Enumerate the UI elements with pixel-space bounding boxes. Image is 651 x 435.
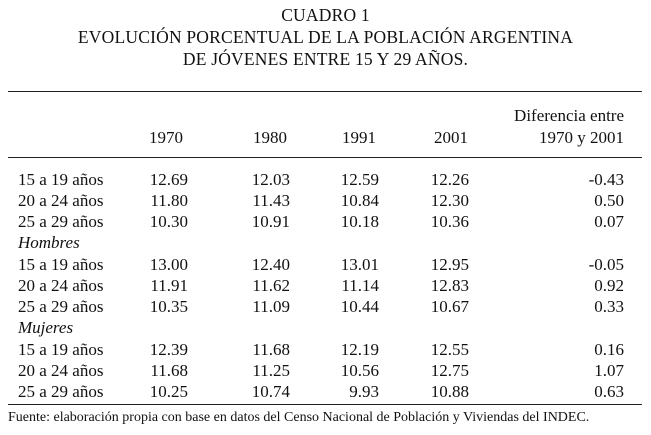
bottom-rule	[8, 404, 642, 405]
cell-1980: 11.09	[252, 297, 290, 316]
group-label-hombres: Hombres	[18, 233, 80, 252]
cell-2001: 10.88	[430, 382, 469, 401]
top-rule	[8, 91, 642, 92]
cell-diff: 0.50	[594, 191, 624, 210]
column-header-1980: 1980	[253, 128, 287, 147]
column-header-diff-line-1: Diferencia entre	[514, 106, 624, 125]
cell-1980: 12.03	[251, 170, 290, 189]
table-row: 15 a 19 años 12.39 11.68 12.19 12.55 0.1…	[0, 340, 651, 361]
cell-diff: 0.92	[594, 276, 624, 295]
cell-2001: 12.75	[430, 361, 469, 380]
cell-2001: 10.67	[430, 297, 469, 316]
cell-1991: 10.18	[340, 212, 379, 231]
cell-2001: 12.30	[430, 191, 469, 210]
cell-diff: 0.63	[594, 382, 624, 401]
cell-1980: 11.62	[252, 276, 290, 295]
cell-1970: 11.91	[150, 276, 188, 295]
column-header-diff-line-2: 1970 y 2001	[539, 128, 624, 147]
cell-1970: 12.69	[149, 170, 188, 189]
table-row: 20 a 24 años 11.80 11.43 10.84 12.30 0.5…	[0, 191, 651, 212]
cell-1980: 12.40	[251, 255, 290, 274]
table-row: 15 a 19 años 13.00 12.40 13.01 12.95 -0.…	[0, 255, 651, 276]
cell-1970: 12.39	[149, 340, 188, 359]
cell-1980: 10.91	[251, 212, 290, 231]
cell-1991: 9.93	[349, 382, 379, 401]
cell-1980: 11.43	[252, 191, 290, 210]
column-header-2001: 2001	[434, 128, 468, 147]
cell-2001: 12.26	[430, 170, 469, 189]
table-row: 15 a 19 años 12.69 12.03 12.59 12.26 -0.…	[0, 170, 651, 191]
row-label: 25 a 29 años	[18, 382, 104, 401]
cell-1980: 11.68	[252, 340, 290, 359]
table-caption-number: CUADRO 1	[281, 5, 370, 25]
row-label: 15 a 19 años	[18, 340, 104, 359]
cell-diff: 1.07	[594, 361, 624, 380]
cell-2001: 12.95	[430, 255, 469, 274]
cell-1970: 10.30	[149, 212, 188, 231]
table-row: 25 a 29 años 10.30 10.91 10.18 10.36 0.0…	[0, 212, 651, 233]
cell-2001: 10.36	[430, 212, 469, 231]
row-label: 15 a 19 años	[18, 255, 104, 274]
table-title-line-2: DE JÓVENES ENTRE 15 Y 29 AÑOS.	[182, 49, 469, 69]
cell-1970: 11.68	[150, 361, 188, 380]
cell-1980: 11.25	[252, 361, 290, 380]
cell-diff: 0.07	[594, 212, 624, 231]
cell-1991: 11.14	[341, 276, 379, 295]
cell-1980: 10.74	[251, 382, 290, 401]
cell-2001: 12.55	[430, 340, 469, 359]
row-label: 15 a 19 años	[18, 170, 104, 189]
source-note: Fuente: elaboración propia con base en d…	[8, 410, 590, 425]
cell-1991: 12.59	[340, 170, 379, 189]
cell-diff: -0.05	[588, 255, 624, 274]
cell-1970: 11.80	[150, 191, 188, 210]
cell-diff: -0.43	[588, 170, 624, 189]
cell-diff: 0.33	[594, 297, 624, 316]
table-row: 25 a 29 años 10.35 11.09 10.44 10.67 0.3…	[0, 297, 651, 318]
cell-1970: 10.25	[149, 382, 188, 401]
row-label: 20 a 24 años	[18, 191, 104, 210]
cell-2001: 12.83	[430, 276, 469, 295]
table-row: 20 a 24 años 11.68 11.25 10.56 12.75 1.0…	[0, 361, 651, 382]
column-header-1991: 1991	[342, 128, 376, 147]
table-row: 25 a 29 años 10.25 10.74 9.93 10.88 0.63	[0, 382, 651, 403]
cell-1970: 13.00	[149, 255, 188, 274]
table-title-line-1: EVOLUCIÓN PORCENTUAL DE LA POBLACIÓN ARG…	[77, 27, 574, 47]
row-label: 20 a 24 años	[18, 361, 104, 380]
row-label: 25 a 29 años	[18, 212, 104, 231]
cell-1991: 10.84	[340, 191, 379, 210]
cell-1991: 10.56	[340, 361, 379, 380]
table-row: 20 a 24 años 11.91 11.62 11.14 12.83 0.9…	[0, 276, 651, 297]
column-header-1970: 1970	[149, 128, 183, 147]
row-label: 25 a 29 años	[18, 297, 104, 316]
cell-1991: 13.01	[340, 255, 379, 274]
header-rule	[8, 157, 642, 158]
group-label-mujeres: Mujeres	[18, 318, 74, 337]
row-label: 20 a 24 años	[18, 276, 104, 295]
cell-1991: 12.19	[340, 340, 379, 359]
cell-diff: 0.16	[594, 340, 624, 359]
cell-1991: 10.44	[340, 297, 379, 316]
cell-1970: 10.35	[149, 297, 188, 316]
